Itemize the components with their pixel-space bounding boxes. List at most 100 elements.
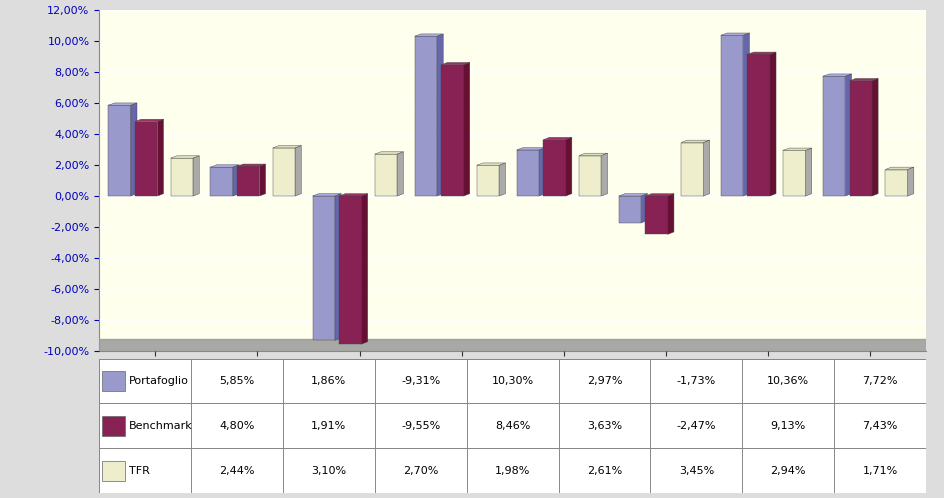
Text: 2,44%: 2,44% <box>219 466 255 476</box>
Polygon shape <box>618 194 647 196</box>
Text: 3,45%: 3,45% <box>678 466 714 476</box>
Polygon shape <box>565 137 571 196</box>
Polygon shape <box>600 153 607 196</box>
Bar <box>720 35 743 196</box>
Bar <box>375 154 396 196</box>
Text: -9,55%: -9,55% <box>401 421 440 431</box>
Polygon shape <box>769 52 775 196</box>
Polygon shape <box>441 62 469 65</box>
Polygon shape <box>414 34 443 36</box>
Bar <box>339 196 362 344</box>
Polygon shape <box>211 165 239 167</box>
Bar <box>109 105 130 196</box>
Polygon shape <box>885 167 913 169</box>
Text: 5,85%: 5,85% <box>219 376 254 386</box>
Text: 1,98%: 1,98% <box>495 466 530 476</box>
Polygon shape <box>335 194 341 341</box>
Polygon shape <box>233 165 239 196</box>
Text: 1,86%: 1,86% <box>311 376 346 386</box>
Polygon shape <box>109 103 137 105</box>
Polygon shape <box>747 52 775 54</box>
Polygon shape <box>464 62 469 196</box>
Text: 4,80%: 4,80% <box>219 421 255 431</box>
Polygon shape <box>822 74 851 76</box>
Polygon shape <box>667 194 673 235</box>
Bar <box>99 359 925 403</box>
Polygon shape <box>312 194 341 196</box>
Polygon shape <box>237 164 265 166</box>
Polygon shape <box>579 153 607 155</box>
Bar <box>543 140 565 196</box>
Polygon shape <box>539 147 545 196</box>
Polygon shape <box>498 163 505 196</box>
Bar <box>747 54 769 196</box>
Polygon shape <box>720 33 749 35</box>
Bar <box>441 65 464 196</box>
Polygon shape <box>295 145 301 196</box>
Bar <box>273 148 295 196</box>
Text: 3,10%: 3,10% <box>311 466 346 476</box>
Bar <box>99 339 925 351</box>
Polygon shape <box>783 148 811 150</box>
Polygon shape <box>396 152 403 196</box>
Polygon shape <box>743 33 749 196</box>
Polygon shape <box>849 78 877 81</box>
Text: 1,91%: 1,91% <box>311 421 346 431</box>
Bar <box>681 142 703 196</box>
Polygon shape <box>260 164 265 196</box>
Text: 10,36%: 10,36% <box>767 376 808 386</box>
Bar <box>645 196 667 235</box>
Polygon shape <box>437 34 443 196</box>
Bar <box>102 461 125 481</box>
Polygon shape <box>845 74 851 196</box>
Text: Benchmark: Benchmark <box>128 421 193 431</box>
Bar <box>102 371 125 391</box>
Text: 2,61%: 2,61% <box>586 466 621 476</box>
Text: -1,73%: -1,73% <box>676 376 716 386</box>
Polygon shape <box>130 103 137 196</box>
Polygon shape <box>375 152 403 154</box>
Bar <box>885 169 907 196</box>
Bar <box>237 166 260 196</box>
Text: -2,47%: -2,47% <box>676 421 716 431</box>
Polygon shape <box>362 194 367 344</box>
Polygon shape <box>339 194 367 196</box>
Bar <box>516 150 539 196</box>
Bar <box>211 167 233 196</box>
Text: 2,97%: 2,97% <box>586 376 622 386</box>
Polygon shape <box>907 167 913 196</box>
Polygon shape <box>681 140 709 142</box>
Bar <box>312 196 335 341</box>
Polygon shape <box>703 140 709 196</box>
Text: 7,43%: 7,43% <box>862 421 897 431</box>
Bar <box>849 81 871 196</box>
Bar <box>99 448 925 493</box>
Bar <box>579 155 600 196</box>
Text: 2,70%: 2,70% <box>403 466 438 476</box>
Bar <box>783 150 805 196</box>
Polygon shape <box>193 156 199 196</box>
Bar <box>135 122 158 196</box>
Text: 10,30%: 10,30% <box>491 376 533 386</box>
Text: 2,94%: 2,94% <box>769 466 805 476</box>
Text: 9,13%: 9,13% <box>770 421 805 431</box>
Bar <box>171 158 193 196</box>
Polygon shape <box>135 119 163 122</box>
Bar <box>99 403 925 448</box>
Text: 1,71%: 1,71% <box>862 466 897 476</box>
Bar <box>618 196 641 223</box>
Polygon shape <box>273 145 301 148</box>
Polygon shape <box>158 119 163 196</box>
Text: 7,72%: 7,72% <box>862 376 897 386</box>
Polygon shape <box>805 148 811 196</box>
Text: Portafoglio: Portafoglio <box>128 376 188 386</box>
Text: TFR: TFR <box>128 466 149 476</box>
Polygon shape <box>543 137 571 140</box>
Text: 8,46%: 8,46% <box>495 421 530 431</box>
Polygon shape <box>477 163 505 165</box>
Bar <box>102 416 125 436</box>
Bar <box>477 165 498 196</box>
Text: 3,63%: 3,63% <box>586 421 621 431</box>
Bar <box>822 76 845 196</box>
Text: -9,31%: -9,31% <box>401 376 440 386</box>
